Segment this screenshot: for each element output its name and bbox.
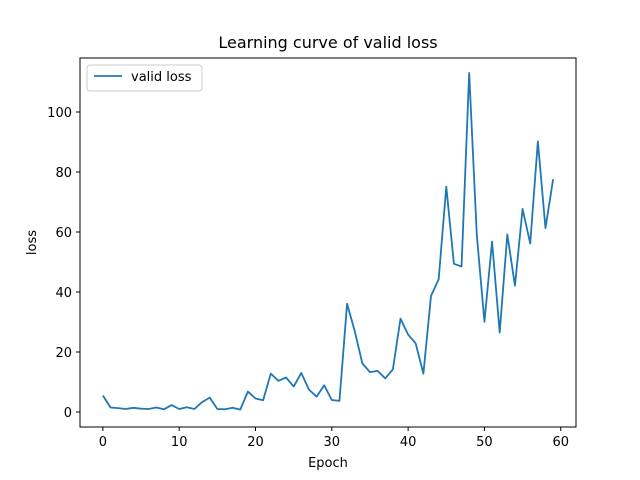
x-tick-label: 0 bbox=[99, 435, 107, 450]
series-line-0 bbox=[102, 72, 554, 411]
x-tick-label: 50 bbox=[476, 435, 493, 450]
legend-label: valid loss bbox=[131, 70, 192, 85]
y-tick-label: 80 bbox=[55, 166, 72, 181]
y-axis-label: loss bbox=[25, 230, 40, 255]
y-tick-label: 100 bbox=[47, 106, 72, 121]
x-tick-label: 10 bbox=[171, 435, 188, 450]
plot-frame bbox=[79, 57, 577, 428]
y-axis: 0 20 40 60 80 100 bbox=[47, 106, 80, 421]
x-tick-label: 20 bbox=[247, 435, 264, 450]
x-axis: 0 10 20 30 40 50 60 bbox=[99, 427, 569, 450]
y-tick-label: 20 bbox=[55, 346, 72, 361]
chart-title: Learning curve of valid loss bbox=[218, 33, 437, 52]
x-tick-label: 30 bbox=[324, 435, 341, 450]
x-tick-label: 60 bbox=[552, 435, 569, 450]
legend-box bbox=[86, 64, 203, 92]
x-tick-label: 40 bbox=[400, 435, 417, 450]
y-tick-label: 60 bbox=[55, 226, 72, 241]
plot-area bbox=[102, 72, 554, 411]
x-axis-label: Epoch bbox=[308, 456, 348, 471]
y-tick-label: 40 bbox=[55, 286, 72, 301]
y-tick-label: 0 bbox=[64, 406, 72, 421]
legend: valid loss bbox=[86, 64, 203, 92]
